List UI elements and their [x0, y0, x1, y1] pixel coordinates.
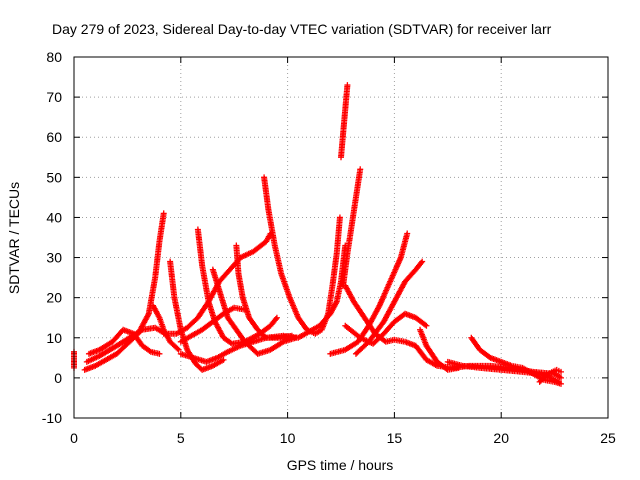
- series-arc-17: [342, 310, 430, 347]
- series-arc-6: [160, 230, 274, 337]
- series-arc-12: [209, 266, 300, 357]
- data-marks: [71, 82, 565, 387]
- marker-track: [342, 310, 430, 347]
- y-tick-label: 60: [46, 129, 62, 145]
- series-arc-11: [177, 304, 248, 345]
- marker-track: [338, 82, 351, 161]
- y-tick-label: 20: [46, 290, 62, 306]
- x-tick-label: 5: [177, 430, 185, 446]
- series-arc-20: [468, 334, 565, 387]
- marker-track: [160, 230, 274, 337]
- series-arc-22: [536, 366, 565, 385]
- y-tick-label: 0: [54, 370, 62, 386]
- y-axis-label: SDTVAR / TECUs: [6, 182, 22, 294]
- x-tick-label: 0: [70, 430, 78, 446]
- marker-track: [417, 326, 462, 373]
- x-tick-label: 10: [280, 430, 296, 446]
- series-arc-18: [352, 258, 426, 357]
- series-arc-2: [85, 326, 163, 357]
- marker-track: [83, 324, 169, 365]
- series-arc-19: [417, 326, 462, 373]
- series-arc-13: [338, 82, 351, 161]
- plot-frame: [73, 56, 609, 419]
- y-tick-label: 50: [46, 169, 62, 185]
- marker-track: [536, 366, 565, 385]
- marker-track: [177, 304, 248, 345]
- x-axis-label: GPS time / hours: [287, 457, 394, 473]
- y-tick-label: 40: [46, 209, 62, 225]
- y-tick-label: -10: [42, 410, 62, 426]
- axis-ticks: 0 5 10 15 20 25 -10 0 10 20 30 40 50 60 70 80: [42, 49, 616, 446]
- series-arc-3: [83, 324, 169, 365]
- marker-track: [209, 266, 300, 357]
- marker-track: [81, 210, 167, 373]
- y-tick-label: 80: [46, 49, 62, 65]
- marker-track: [468, 334, 565, 387]
- chart-title: Day 279 of 2023, Sidereal Day-to-day VTE…: [52, 21, 552, 37]
- y-tick-label: 30: [46, 250, 62, 266]
- marker-track: [85, 326, 163, 357]
- x-tick-label: 20: [493, 430, 509, 446]
- marker-track: [352, 258, 426, 357]
- series-arc-1: [81, 210, 167, 373]
- x-tick-label: 15: [387, 430, 403, 446]
- y-tick-label: 10: [46, 330, 62, 346]
- grid: [74, 57, 608, 418]
- x-tick-label: 25: [600, 430, 616, 446]
- y-tick-label: 70: [46, 89, 62, 105]
